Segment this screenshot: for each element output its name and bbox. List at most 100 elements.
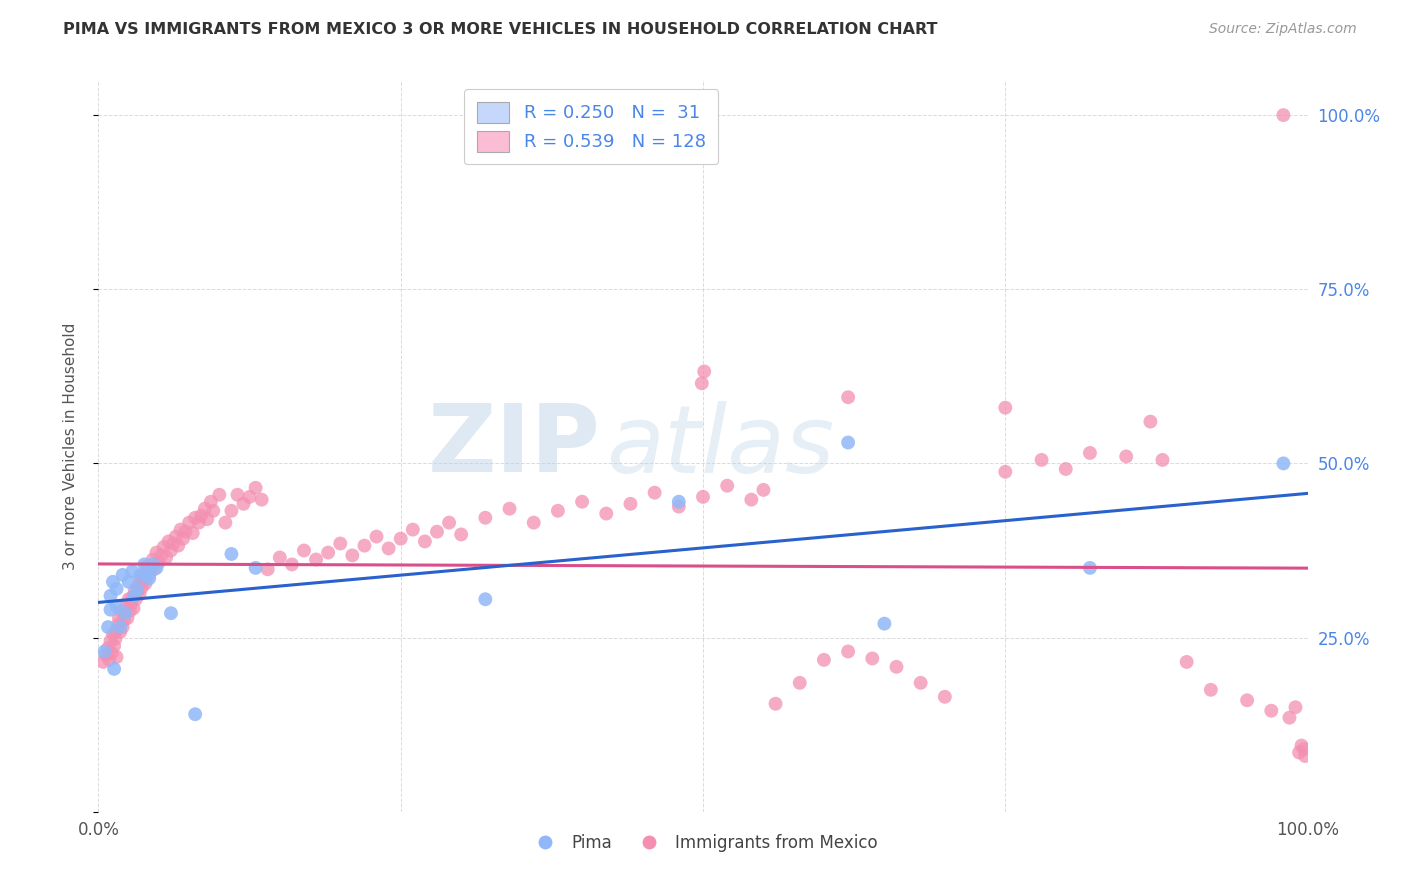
Point: [120, 597, 142, 611]
Point: [740, 492, 762, 507]
Point: [214, 516, 236, 530]
Point: [127, 585, 149, 599]
Point: [155, 550, 177, 565]
Point: [138, 567, 160, 582]
Point: [167, 539, 190, 553]
Point: [114, 606, 136, 620]
Point: [232, 497, 254, 511]
Point: [118, 604, 141, 618]
Point: [165, 530, 187, 544]
Point: [97, 640, 120, 655]
Point: [100, 603, 122, 617]
Point: [194, 501, 217, 516]
Point: [127, 582, 149, 596]
Point: [118, 592, 141, 607]
Point: [108, 611, 131, 625]
Point: [1291, 739, 1313, 753]
Point: [121, 590, 143, 604]
Point: [142, 552, 165, 566]
Point: [873, 616, 896, 631]
Point: [111, 567, 134, 582]
Point: [402, 523, 425, 537]
Point: [181, 526, 204, 541]
Point: [148, 555, 170, 569]
Point: [994, 465, 1017, 479]
Point: [292, 543, 315, 558]
Point: [93, 644, 115, 658]
Point: [160, 543, 183, 558]
Point: [112, 613, 135, 627]
Point: [426, 524, 449, 539]
Point: [142, 558, 165, 572]
Legend: Pima, Immigrants from Mexico: Pima, Immigrants from Mexico: [522, 827, 884, 858]
Point: [1278, 711, 1301, 725]
Text: PIMA VS IMMIGRANTS FROM MEXICO 3 OR MORE VEHICLES IN HOUSEHOLD CORRELATION CHART: PIMA VS IMMIGRANTS FROM MEXICO 3 OR MORE…: [63, 22, 938, 37]
Point: [105, 599, 128, 614]
Point: [110, 604, 132, 618]
Point: [1175, 655, 1198, 669]
Point: [523, 516, 546, 530]
Point: [886, 660, 908, 674]
Point: [132, 574, 155, 588]
Point: [184, 510, 207, 524]
Point: [474, 510, 496, 524]
Point: [1292, 742, 1315, 756]
Point: [474, 592, 496, 607]
Point: [837, 435, 859, 450]
Y-axis label: 3 or more Vehicles in Household: 3 or more Vehicles in Household: [63, 322, 77, 570]
Point: [595, 507, 617, 521]
Point: [114, 606, 136, 620]
Point: [1139, 415, 1161, 429]
Point: [245, 561, 267, 575]
Point: [226, 488, 249, 502]
Point: [135, 567, 157, 582]
Point: [1152, 453, 1174, 467]
Point: [1031, 453, 1053, 467]
Point: [668, 500, 690, 514]
Point: [98, 653, 121, 667]
Point: [1199, 682, 1222, 697]
Point: [305, 552, 328, 566]
Point: [169, 523, 191, 537]
Text: Source: ZipAtlas.com: Source: ZipAtlas.com: [1209, 22, 1357, 37]
Point: [129, 567, 152, 582]
Point: [693, 364, 716, 378]
Point: [910, 676, 932, 690]
Point: [124, 589, 146, 603]
Point: [118, 574, 141, 589]
Point: [135, 576, 157, 591]
Point: [105, 624, 128, 638]
Point: [111, 620, 134, 634]
Point: [105, 582, 128, 596]
Point: [813, 653, 835, 667]
Text: atlas: atlas: [606, 401, 835, 491]
Point: [837, 390, 859, 404]
Point: [145, 545, 167, 559]
Point: [716, 479, 738, 493]
Point: [256, 562, 278, 576]
Point: [200, 494, 222, 508]
Point: [162, 536, 184, 550]
Point: [108, 625, 131, 640]
Point: [190, 508, 212, 523]
Point: [138, 571, 160, 585]
Point: [145, 561, 167, 575]
Point: [329, 536, 352, 550]
Point: [115, 599, 138, 614]
Text: ZIP: ZIP: [427, 400, 600, 492]
Point: [239, 490, 262, 504]
Point: [107, 618, 129, 632]
Point: [174, 524, 197, 539]
Point: [160, 606, 183, 620]
Point: [187, 516, 209, 530]
Point: [1272, 457, 1295, 471]
Point: [1236, 693, 1258, 707]
Point: [94, 648, 117, 662]
Point: [245, 481, 267, 495]
Point: [221, 504, 243, 518]
Point: [221, 547, 243, 561]
Point: [103, 639, 125, 653]
Point: [97, 620, 120, 634]
Point: [377, 541, 399, 556]
Point: [437, 516, 460, 530]
